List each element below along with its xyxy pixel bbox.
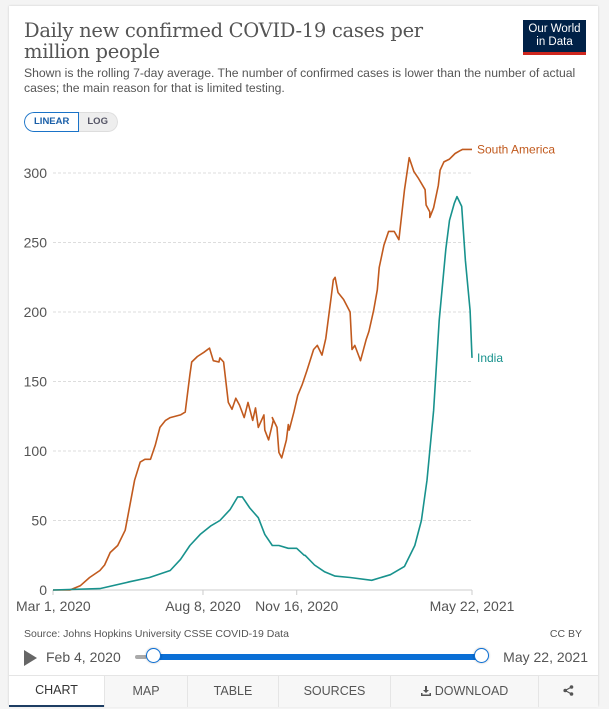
play-icon[interactable] bbox=[24, 650, 37, 666]
chart-subtitle: Shown is the rolling 7-day average. The … bbox=[24, 66, 576, 95]
tab-label: SOURCES bbox=[303, 684, 366, 698]
y-tick-label: 300 bbox=[24, 165, 48, 181]
owid-logo[interactable]: Our World in Data bbox=[523, 20, 586, 55]
log-button[interactable]: LOG bbox=[79, 112, 118, 132]
tab-share[interactable] bbox=[538, 676, 598, 707]
y-tick-label: 200 bbox=[24, 304, 48, 320]
timeline-end-handle[interactable] bbox=[474, 648, 489, 663]
timeline-selected-range[interactable] bbox=[153, 654, 481, 660]
logo-line-1: Our World bbox=[528, 23, 581, 35]
tab-label: MAP bbox=[132, 684, 160, 698]
timeline-end-label: May 22, 2021 bbox=[503, 649, 588, 665]
tab-table[interactable]: TABLE bbox=[187, 676, 278, 707]
x-tick-label: Aug 8, 2020 bbox=[165, 598, 241, 614]
tab-label: CHART bbox=[35, 683, 78, 697]
logo-line-2: in Data bbox=[536, 36, 573, 48]
tab-chart[interactable]: CHART bbox=[9, 676, 104, 707]
tab-sources[interactable]: SOURCES bbox=[278, 676, 390, 707]
source-note[interactable]: Source: Johns Hopkins University CSSE CO… bbox=[24, 628, 289, 640]
x-tick-label: Mar 1, 2020 bbox=[16, 598, 91, 614]
y-tick-label: 0 bbox=[39, 582, 47, 598]
series-line-south-america bbox=[53, 148, 472, 591]
tab-label: TABLE bbox=[213, 684, 253, 698]
series-label-india: India bbox=[477, 351, 503, 365]
y-tick-label: 250 bbox=[24, 235, 48, 251]
series-label-south-america: South America bbox=[477, 142, 555, 156]
timeline-start-label: Feb 4, 2020 bbox=[46, 649, 121, 665]
series-line-india bbox=[52, 195, 473, 591]
share-icon bbox=[563, 685, 574, 696]
timeline: Feb 4, 2020 May 22, 2021 bbox=[22, 648, 588, 668]
tab-label: DOWNLOAD bbox=[434, 684, 509, 698]
scale-toggle[interactable]: LINEAR LOG bbox=[24, 112, 118, 132]
line-chart: 0 50 100 150 200 250 300 Mar 1, 2020 Aug 8, 202… bbox=[16, 142, 555, 614]
license-link[interactable]: CC BY bbox=[549, 628, 582, 640]
timeline-start-handle[interactable] bbox=[146, 648, 161, 663]
tab-bar: CHART MAP TABLE SOURCES DOWNLOAD bbox=[9, 675, 598, 707]
y-tick-label: 50 bbox=[31, 513, 47, 529]
chart-title: Daily new confirmed COVID-19 cases per m… bbox=[24, 19, 423, 63]
download-icon bbox=[420, 686, 431, 696]
x-tick-label: Nov 16, 2020 bbox=[255, 598, 338, 614]
x-tick-label: May 22, 2021 bbox=[430, 598, 515, 614]
y-tick-label: 100 bbox=[24, 443, 48, 459]
y-tick-label: 150 bbox=[24, 374, 48, 390]
tab-download[interactable]: DOWNLOAD bbox=[390, 676, 538, 707]
linear-button[interactable]: LINEAR bbox=[24, 112, 80, 132]
tab-map[interactable]: MAP bbox=[104, 676, 187, 707]
timeline-track[interactable] bbox=[135, 655, 147, 659]
